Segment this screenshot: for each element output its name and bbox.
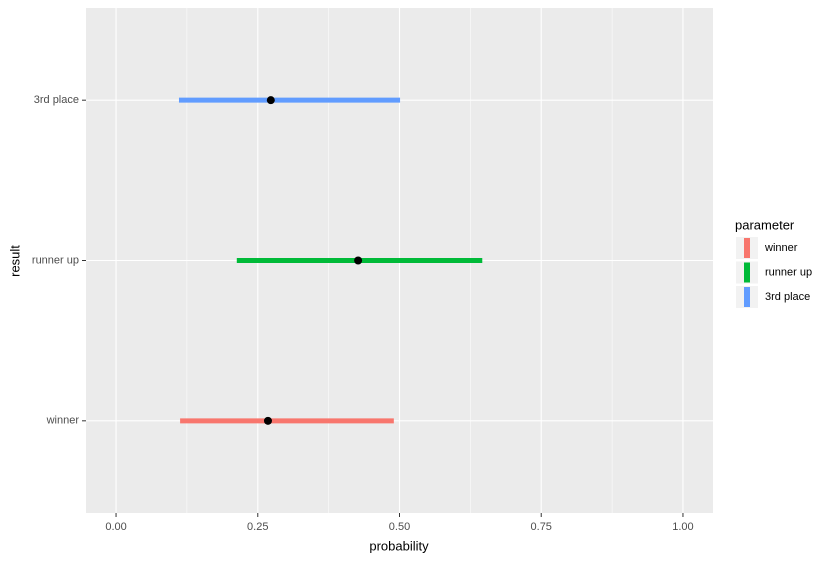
y-axis-title: result [7, 245, 22, 277]
legend-key [744, 238, 750, 258]
legend-key [744, 262, 750, 283]
y-tick-label: 3rd place [34, 94, 79, 106]
x-tick-label: 0.25 [247, 521, 268, 533]
x-tick-label: 0.75 [531, 521, 552, 533]
y-tick-label: winner [46, 415, 80, 427]
legend-key [744, 287, 750, 307]
point-estimate [263, 416, 272, 425]
x-axis-title: probability [369, 538, 429, 553]
legend-title: parameter [735, 217, 795, 232]
legend-label: runner up [765, 266, 812, 278]
x-tick-label: 0.00 [105, 521, 126, 533]
y-tick-label: runner up [32, 254, 79, 266]
x-tick-label: 0.50 [389, 521, 410, 533]
point-estimate [266, 96, 275, 105]
legend-label: winner [764, 242, 798, 254]
legend-label: 3rd place [765, 291, 810, 303]
point-estimate [354, 256, 363, 265]
x-tick-label: 1.00 [672, 521, 693, 533]
